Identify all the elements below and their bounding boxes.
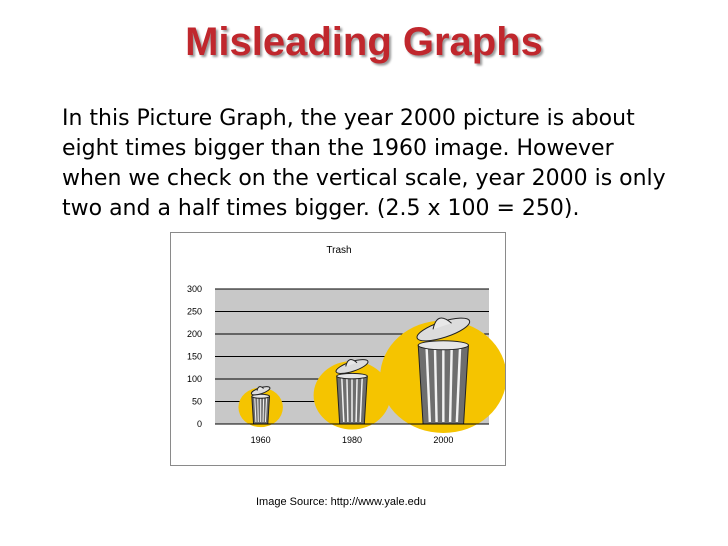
can-rim [336, 372, 368, 380]
y-tick-label: 200 [187, 329, 202, 339]
can-stripe [346, 378, 349, 423]
body-line: two and a half times bigger. (2.5 x 100 … [62, 196, 580, 221]
can-stripe [448, 347, 453, 423]
can-stripe [262, 398, 265, 423]
can-rim [417, 340, 469, 351]
trash-can-mark [380, 317, 505, 433]
lid-handle [256, 386, 264, 391]
x-tick-label: 1980 [342, 435, 362, 445]
x-tick-label: 2000 [433, 435, 453, 445]
lid-handle [345, 359, 358, 367]
image-source: Image Source: http://www.yale.edu [256, 496, 426, 508]
can-stripe [341, 378, 345, 423]
can-lid [335, 359, 369, 374]
can-stripe [257, 398, 259, 423]
lid-handle [432, 317, 452, 330]
can-stripe [254, 398, 257, 423]
can-stripe [425, 347, 432, 423]
y-tick-label: 150 [187, 352, 202, 362]
picture-graph: Trash 0 50 100 150 200 250 300 1960 1980 2000 [170, 232, 506, 466]
y-tick-label: 50 [192, 397, 202, 407]
trash-can-mark [238, 386, 283, 428]
can-lid [250, 386, 271, 396]
can-lid [416, 317, 471, 342]
body-line: when we check on the vertical scale, yea… [62, 166, 666, 191]
chart-svg: Trash 0 50 100 150 200 250 300 1960 1980 2000 [187, 245, 505, 445]
can-stripe [433, 347, 438, 423]
y-tick-label: 300 [187, 284, 202, 294]
body-text: In this Picture Graph, the year 2000 pic… [62, 104, 702, 224]
y-tick-label: 0 [197, 419, 202, 429]
x-tick-label: 1960 [251, 435, 271, 445]
trash-can-mark [313, 359, 391, 430]
body-line: In this Picture Graph, the year 2000 pic… [62, 106, 635, 131]
can-stripe [455, 347, 462, 423]
y-tick-label: 250 [187, 307, 202, 317]
chart-title: Trash [326, 245, 351, 256]
y-tick-label: 100 [187, 374, 202, 384]
can-stripe [355, 378, 358, 423]
slide-title: Misleading Graphs [185, 20, 543, 64]
body-line: eight times bigger than the 1960 image. … [62, 136, 614, 161]
can-stripe [264, 398, 268, 423]
can-stripe [359, 378, 363, 423]
